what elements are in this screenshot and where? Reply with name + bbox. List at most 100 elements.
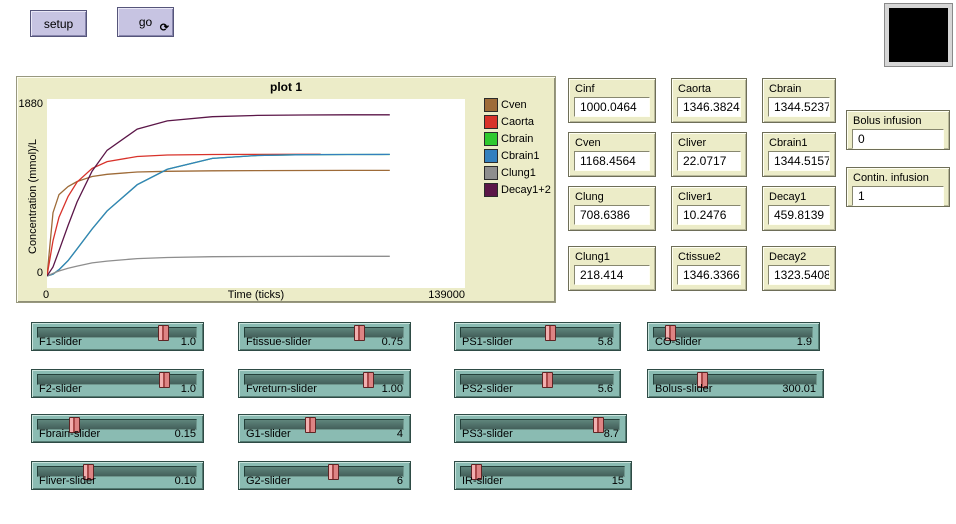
plot-series-Clung1 xyxy=(46,255,390,277)
slider-value: 4 xyxy=(396,428,403,440)
world-view-canvas xyxy=(889,8,948,62)
slider-track[interactable] xyxy=(244,327,404,338)
slider-track[interactable] xyxy=(460,466,625,477)
monitor-value: 1346.3366 xyxy=(677,265,741,285)
legend-swatch xyxy=(484,114,498,129)
x-axis-title: Time (ticks) xyxy=(227,289,285,301)
slider-value: 1.00 xyxy=(381,383,403,395)
slider-value: 6 xyxy=(396,475,403,487)
setup-button-label: setup xyxy=(43,16,74,31)
slider-track[interactable] xyxy=(460,419,620,430)
slider-label: F2-slider xyxy=(39,383,82,395)
f2-slider[interactable]: F2-slider 1.0 xyxy=(31,369,204,398)
plot-legend: Cven Caorta Cbrain Cbrain1 Clung1 Decay1+2 xyxy=(484,97,551,199)
slider-handle[interactable] xyxy=(158,325,169,341)
monitor-cven: Cven 1168.4564 xyxy=(568,132,656,177)
fliver-slider[interactable]: Fliver-slider 0.10 xyxy=(31,461,204,490)
monitor-cbrain: Cbrain 1344.5237 xyxy=(762,78,836,123)
legend-label: Cbrain1 xyxy=(501,149,540,162)
plot-series-Decay1+2 xyxy=(46,114,390,277)
fvreturn-slider[interactable]: Fvreturn-slider 1.00 xyxy=(238,369,411,398)
plot-canvas xyxy=(46,114,390,277)
fbrain-slider[interactable]: Fbrain-slider 0.15 xyxy=(31,414,204,443)
plot-series-Cbrain xyxy=(46,153,390,277)
slider-value: 0.15 xyxy=(174,428,196,440)
forever-icon: ⟳ xyxy=(159,22,169,34)
ps1-slider[interactable]: PS1-slider 5.8 xyxy=(454,322,621,351)
monitor-label: Cinf xyxy=(575,83,595,95)
plot-series-Caorta xyxy=(46,153,321,277)
slider-track[interactable] xyxy=(37,466,197,477)
bolus-slider[interactable]: Bolus-slider 300.01 xyxy=(647,369,824,398)
slider-track[interactable] xyxy=(37,374,197,385)
g1-slider[interactable]: G1-slider 4 xyxy=(238,414,411,443)
monitor-value: 1168.4564 xyxy=(574,151,650,171)
slider-handle[interactable] xyxy=(83,464,94,480)
f1-slider[interactable]: F1-slider 1.0 xyxy=(31,322,204,351)
slider-handle[interactable] xyxy=(363,372,374,388)
slider-value: 8.7 xyxy=(603,428,619,440)
legend-entry-Cbrain: Cbrain xyxy=(484,131,551,146)
g2-slider[interactable]: G2-slider 6 xyxy=(238,461,411,490)
slider-handle[interactable] xyxy=(593,417,604,433)
bolus-infusion-field[interactable]: 0 xyxy=(852,129,944,149)
slider-label: IR-slider xyxy=(462,475,503,487)
legend-label: Cbrain xyxy=(501,132,534,145)
slider-handle[interactable] xyxy=(471,464,482,480)
slider-track[interactable] xyxy=(460,374,614,385)
go-button[interactable]: go ⟳ xyxy=(117,7,174,37)
monitor-value: 218.414 xyxy=(574,265,650,285)
monitor-label: Cbrain1 xyxy=(769,137,808,149)
slider-track[interactable] xyxy=(37,327,197,338)
monitor-cliver: Cliver 22.0717 xyxy=(671,132,747,177)
slider-handle[interactable] xyxy=(305,417,316,433)
slider-handle[interactable] xyxy=(354,325,365,341)
slider-track[interactable] xyxy=(244,466,404,477)
plot-series-Cbrain1 xyxy=(46,153,390,277)
slider-label: G2-slider xyxy=(246,475,291,487)
ftissue-slider[interactable]: Ftissue-slider 0.75 xyxy=(238,322,411,351)
slider-handle[interactable] xyxy=(545,325,556,341)
legend-swatch xyxy=(484,148,498,163)
slider-value: 15 xyxy=(611,475,624,487)
slider-handle[interactable] xyxy=(542,372,553,388)
monitor-clung1: Clung1 218.414 xyxy=(568,246,656,291)
contin-infusion-input: Contin. infusion 1 xyxy=(846,167,950,207)
y-axis-max-label: 1880 xyxy=(18,98,43,110)
legend-swatch xyxy=(484,131,498,146)
ir-slider[interactable]: IR-slider 15 xyxy=(454,461,632,490)
slider-track[interactable] xyxy=(244,419,404,430)
legend-swatch xyxy=(484,165,498,180)
monitor-value: 1323.5408 xyxy=(768,265,830,285)
slider-track[interactable] xyxy=(37,419,197,430)
slider-handle[interactable] xyxy=(697,372,708,388)
slider-track[interactable] xyxy=(244,374,404,385)
monitor-value: 1000.0464 xyxy=(574,97,650,117)
legend-label: Cven xyxy=(501,98,527,111)
slider-value: 1.0 xyxy=(180,336,196,348)
y-axis-min-label: 0 xyxy=(36,267,43,279)
contin-infusion-field[interactable]: 1 xyxy=(852,186,944,206)
bolus-infusion-label: Bolus infusion xyxy=(853,115,922,127)
ps2-slider[interactable]: PS2-slider 5.6 xyxy=(454,369,621,398)
co-slider[interactable]: CO-slider 1.9 xyxy=(647,322,820,351)
legend-entry-Cbrain1: Cbrain1 xyxy=(484,148,551,163)
slider-label: Fliver-slider xyxy=(39,475,96,487)
slider-track[interactable] xyxy=(653,327,813,338)
slider-handle[interactable] xyxy=(159,372,170,388)
world-view xyxy=(884,3,953,67)
slider-track[interactable] xyxy=(460,327,614,338)
monitor-cliver1: Cliver1 10.2476 xyxy=(671,186,747,231)
ps3-slider[interactable]: PS3-slider 8.7 xyxy=(454,414,627,443)
slider-track[interactable] xyxy=(653,374,817,385)
slider-handle[interactable] xyxy=(69,417,80,433)
slider-handle[interactable] xyxy=(328,464,339,480)
setup-button[interactable]: setup xyxy=(30,10,87,37)
monitor-value: 22.0717 xyxy=(677,151,741,171)
slider-handle[interactable] xyxy=(665,325,676,341)
monitor-caorta: Caorta 1346.3824 xyxy=(671,78,747,123)
monitor-value: 1346.3824 xyxy=(677,97,741,117)
monitor-value: 459.8139 xyxy=(768,205,830,225)
monitor-label: Cbrain xyxy=(769,83,802,95)
